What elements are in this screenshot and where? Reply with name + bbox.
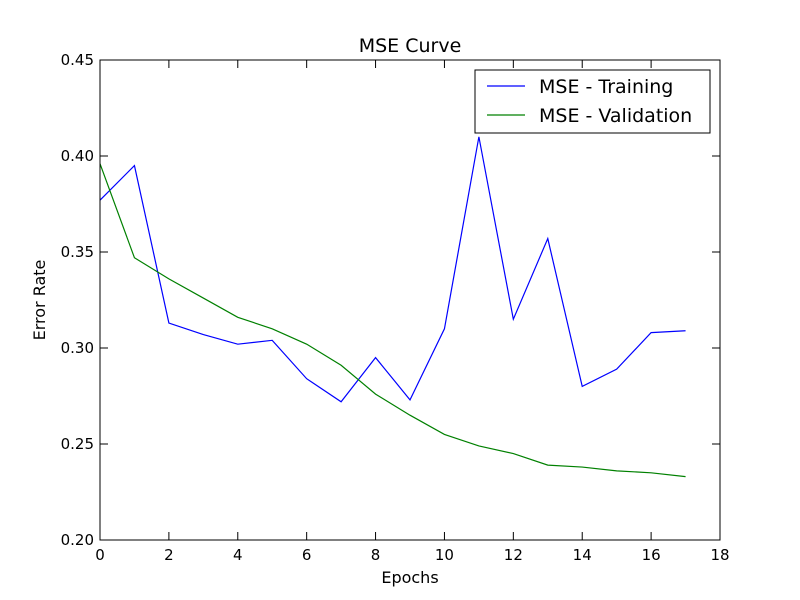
x-tick-label: 4 xyxy=(233,546,243,564)
y-axis-label: Error Rate xyxy=(30,260,49,341)
x-tick-label: 18 xyxy=(710,546,729,564)
x-tick-label: 10 xyxy=(435,546,454,564)
series-line-validation xyxy=(99,163,686,478)
legend-label: MSE - Validation xyxy=(539,105,692,127)
y-tick-label: 0.35 xyxy=(61,243,94,261)
chart-title: MSE Curve xyxy=(359,35,462,57)
x-axis-label: Epochs xyxy=(381,568,438,587)
legend: MSE - Training MSE - Validation xyxy=(474,69,711,134)
x-axis: 0 2 4 6 8 10 12 14 16 18 xyxy=(95,60,730,564)
y-tick-label: 0.40 xyxy=(61,147,94,165)
y-tick-label: 0.45 xyxy=(61,51,94,69)
y-axis: 0.20 0.25 0.30 0.35 0.40 0.45 xyxy=(61,51,720,549)
series-line-training xyxy=(99,136,686,403)
x-tick-label: 14 xyxy=(573,546,592,564)
plot-frame xyxy=(99,59,721,541)
y-tick-label: 0.20 xyxy=(61,531,94,549)
x-tick-label: 8 xyxy=(371,546,381,564)
legend-box xyxy=(474,69,711,134)
legend-label: MSE - Training xyxy=(539,76,673,98)
plot-area xyxy=(99,136,686,478)
y-tick-label: 0.30 xyxy=(61,339,94,357)
x-tick-label: 16 xyxy=(642,546,661,564)
x-tick-label: 0 xyxy=(95,546,105,564)
y-tick-label: 0.25 xyxy=(61,435,94,453)
x-tick-label: 12 xyxy=(504,546,523,564)
x-tick-label: 6 xyxy=(302,546,312,564)
x-tick-label: 2 xyxy=(164,546,174,564)
